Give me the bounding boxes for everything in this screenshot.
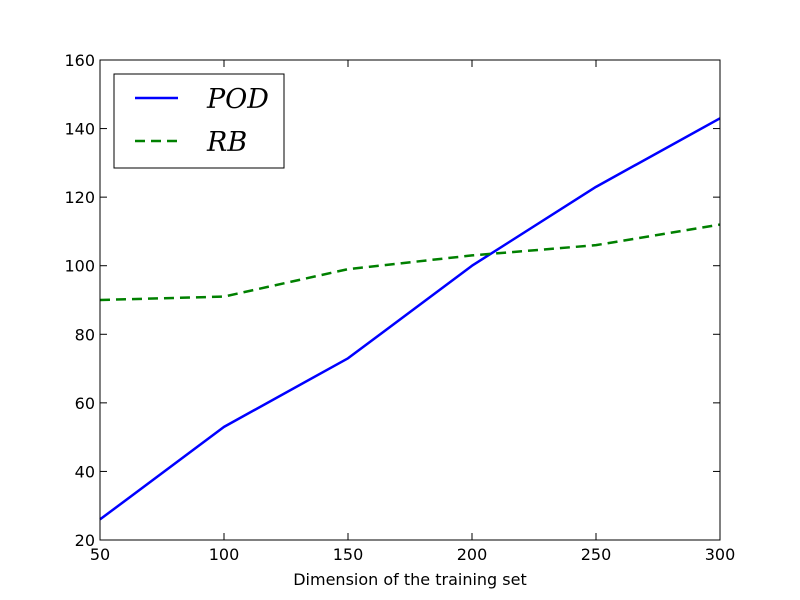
y-tick-label: 80 — [75, 325, 95, 344]
plot-frame — [99, 59, 721, 541]
series-line-rb — [99, 223, 721, 302]
x-axis-label: Dimension of the training set — [293, 570, 527, 589]
legend: POD RB — [113, 73, 285, 169]
y-tick-label: 140 — [64, 120, 95, 139]
y-tick-label: 40 — [75, 462, 95, 481]
legend-label-pod: POD — [206, 84, 269, 115]
y-tick-label: 160 — [64, 51, 95, 70]
x-tick-label: 200 — [457, 545, 488, 564]
x-tick-label: 150 — [333, 545, 364, 564]
x-tick-label: 100 — [209, 545, 240, 564]
x-tick-label: 50 — [90, 545, 110, 564]
x-tick-label: 300 — [705, 545, 736, 564]
x-tick-label: 250 — [581, 545, 612, 564]
series-line-pod — [99, 117, 721, 521]
y-tick-label: 120 — [64, 188, 95, 207]
tick-labels: 50 100 150 200 250 300 20 40 60 80 100 120 140 160 — [64, 51, 735, 564]
y-tick-label: 60 — [75, 394, 95, 413]
series-lines — [99, 117, 721, 521]
y-tick-label: 20 — [75, 531, 95, 550]
legend-label-rb: RB — [206, 127, 247, 158]
y-tick-label: 100 — [64, 257, 95, 276]
legend-box — [113, 73, 285, 169]
